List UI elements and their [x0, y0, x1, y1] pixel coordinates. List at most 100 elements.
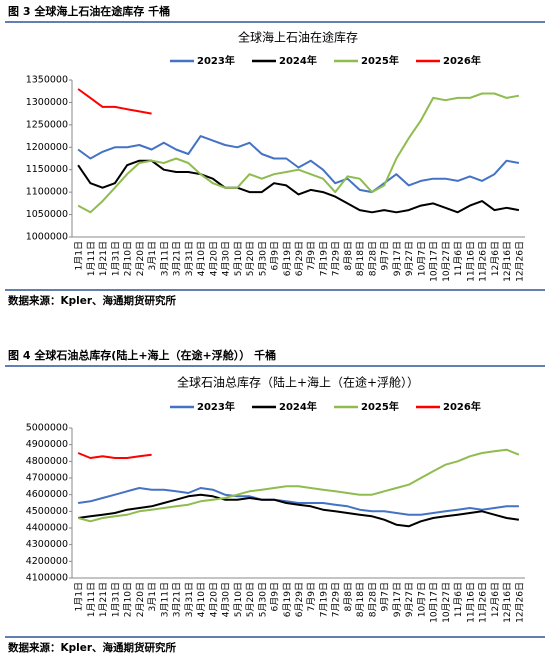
x-tick-label: 2月20日 — [135, 241, 146, 276]
legend-label: 2024年 — [279, 54, 317, 67]
x-tick-label: 11月26日 — [478, 582, 489, 623]
x-tick-label: 9月7日 — [380, 582, 391, 611]
y-tick-label: 1000000 — [26, 232, 68, 243]
x-tick-label: 10月7日 — [416, 241, 427, 276]
x-tick-label: 5月30日 — [257, 582, 268, 617]
x-tick-label: 8月8日 — [343, 241, 354, 270]
y-tick-label: 4300000 — [26, 539, 68, 550]
x-tick-label: 6月29日 — [294, 241, 305, 276]
x-tick-label: 12月16日 — [502, 241, 513, 282]
x-tick-label: 10月7日 — [416, 582, 427, 617]
x-tick-label: 6月19日 — [282, 582, 293, 617]
y-tick-label: 4400000 — [26, 523, 68, 534]
x-tick-label: 1月21日 — [98, 241, 109, 276]
x-tick-label: 1月21日 — [98, 582, 109, 617]
x-tick-label: 4月20日 — [208, 582, 219, 617]
figure-caption: 图 4 全球石油总库存(陆上+海上（在途+浮舱）） 千桶 — [8, 348, 276, 362]
legend-label: 2026年 — [443, 400, 481, 413]
y-tick-label: 1350000 — [26, 75, 68, 86]
x-tick-label: 12月16日 — [502, 582, 513, 623]
x-tick-label: 1月11日 — [86, 582, 97, 617]
x-tick-label: 1月31日 — [110, 241, 121, 276]
x-tick-label: 5月10日 — [233, 241, 244, 276]
chart-title: 全球海上石油在途库存 — [238, 30, 358, 45]
x-tick-label: 12月26日 — [514, 582, 525, 623]
y-tick-label: 5000000 — [26, 423, 68, 434]
y-tick-label: 4200000 — [26, 556, 68, 567]
x-tick-label: 11月6日 — [453, 241, 464, 276]
y-tick-label: 1300000 — [26, 97, 68, 108]
figure-caption: 图 3 全球海上石油在途库存 千桶 — [8, 4, 170, 18]
x-tick-label: 4月30日 — [221, 582, 232, 617]
x-tick-label: 11月16日 — [465, 241, 476, 282]
y-tick-label: 4100000 — [26, 573, 68, 584]
y-tick-label: 1150000 — [26, 164, 68, 175]
x-tick-label: 1月11日 — [86, 241, 97, 276]
legend-label: 2024年 — [279, 400, 317, 413]
x-tick-label: 10月17日 — [429, 582, 440, 623]
x-tick-label: 3月1日 — [147, 241, 158, 270]
x-tick-label: 2月10日 — [123, 582, 134, 617]
x-tick-label: 7月29日 — [331, 241, 342, 276]
x-tick-label: 3月31日 — [184, 582, 195, 617]
x-tick-label: 7月29日 — [331, 582, 342, 617]
x-tick-label: 5月20日 — [245, 582, 256, 617]
x-tick-label: 4月10日 — [196, 241, 207, 276]
x-tick-label: 7月19日 — [318, 241, 329, 276]
y-tick-label: 4900000 — [26, 439, 68, 450]
x-tick-label: 1月1日 — [74, 241, 85, 270]
x-tick-label: 9月17日 — [392, 241, 403, 276]
x-tick-label: 7月9日 — [306, 241, 317, 270]
x-tick-label: 7月19日 — [318, 582, 329, 617]
x-tick-label: 12月6日 — [490, 582, 501, 617]
y-tick-label: 1250000 — [26, 119, 68, 130]
legend-label: 2025年 — [361, 400, 399, 413]
x-tick-label: 8月18日 — [355, 241, 366, 276]
x-tick-label: 10月17日 — [429, 241, 440, 282]
x-tick-label: 9月27日 — [404, 241, 415, 276]
x-tick-label: 8月8日 — [343, 582, 354, 611]
legend-label: 2026年 — [443, 54, 481, 67]
chart-title: 全球石油总库存（陆上+海上（在途+浮舱）） — [177, 375, 419, 390]
y-tick-label: 4500000 — [26, 506, 68, 517]
x-tick-label: 11月6日 — [453, 582, 464, 617]
x-tick-label: 1月1日 — [74, 582, 85, 611]
x-tick-label: 1月31日 — [110, 582, 121, 617]
series-line — [77, 487, 519, 516]
x-tick-label: 4月10日 — [196, 582, 207, 617]
x-tick-label: 5月30日 — [257, 241, 268, 276]
x-tick-label: 9月17日 — [392, 582, 403, 617]
x-tick-label: 3月1日 — [147, 582, 158, 611]
x-tick-label: 8月18日 — [355, 582, 366, 617]
x-tick-label: 2月10日 — [123, 241, 134, 276]
x-tick-label: 12月6日 — [490, 241, 501, 276]
x-tick-label: 4月30日 — [221, 241, 232, 276]
source-note: 数据来源：Kpler、海通期货研究所 — [7, 641, 177, 654]
series-line — [77, 452, 152, 459]
series-line — [77, 92, 520, 214]
series-line — [77, 493, 520, 528]
x-tick-label: 6月29日 — [294, 582, 305, 617]
x-tick-label: 3月21日 — [172, 582, 183, 617]
y-tick-label: 4800000 — [26, 456, 68, 467]
series-line — [77, 135, 520, 194]
x-tick-label: 4月20日 — [208, 241, 219, 276]
x-tick-label: 12月26日 — [514, 241, 525, 282]
series-line — [77, 448, 520, 523]
x-tick-label: 3月11日 — [159, 582, 170, 617]
y-tick-label: 1100000 — [26, 187, 68, 198]
x-tick-label: 9月7日 — [380, 241, 391, 270]
legend-label: 2023年 — [197, 54, 235, 67]
legend-label: 2023年 — [197, 400, 235, 413]
x-tick-label: 11月26日 — [478, 241, 489, 282]
x-tick-label: 7月9日 — [306, 582, 317, 611]
x-tick-label: 10月27日 — [441, 582, 452, 623]
x-tick-label: 2月20日 — [135, 582, 146, 617]
x-tick-label: 5月20日 — [245, 241, 256, 276]
x-tick-label: 9月27日 — [404, 582, 415, 617]
x-tick-label: 3月21日 — [172, 241, 183, 276]
x-tick-label: 8月28日 — [367, 241, 378, 276]
x-tick-label: 3月31日 — [184, 241, 195, 276]
y-tick-label: 1050000 — [26, 209, 68, 220]
